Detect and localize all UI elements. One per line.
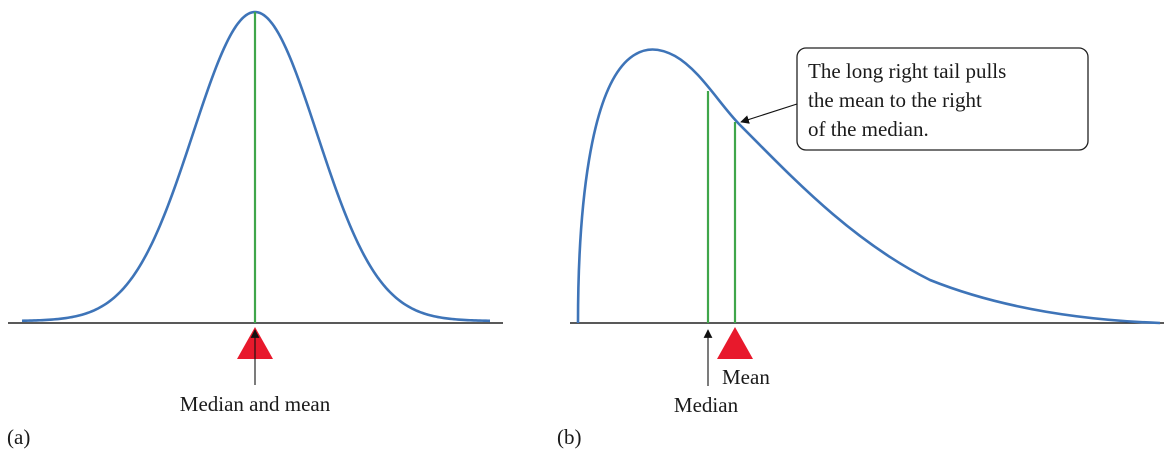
panel-b-median-label: Median — [674, 393, 739, 417]
panel-a: Median and mean (a) — [7, 10, 503, 449]
callout-line-2: the mean to the right — [808, 88, 982, 112]
panel-b-density-curve — [576, 48, 1161, 325]
panel-a-tag: (a) — [7, 425, 30, 449]
panel-b-mean-marker — [717, 327, 753, 359]
callout-line-3: of the median. — [808, 117, 929, 141]
callout-arrow — [740, 103, 798, 124]
panel-a-median-mean-label: Median and mean — [180, 392, 331, 416]
panel-b-mean-label: Mean — [722, 365, 770, 389]
panel-b-tag: (b) — [557, 425, 582, 449]
panel-b: Mean Median (b) The long right tail pull… — [557, 47, 1164, 449]
callout-line-1: The long right tail pulls — [808, 59, 1006, 83]
callout-box — [796, 47, 1089, 151]
